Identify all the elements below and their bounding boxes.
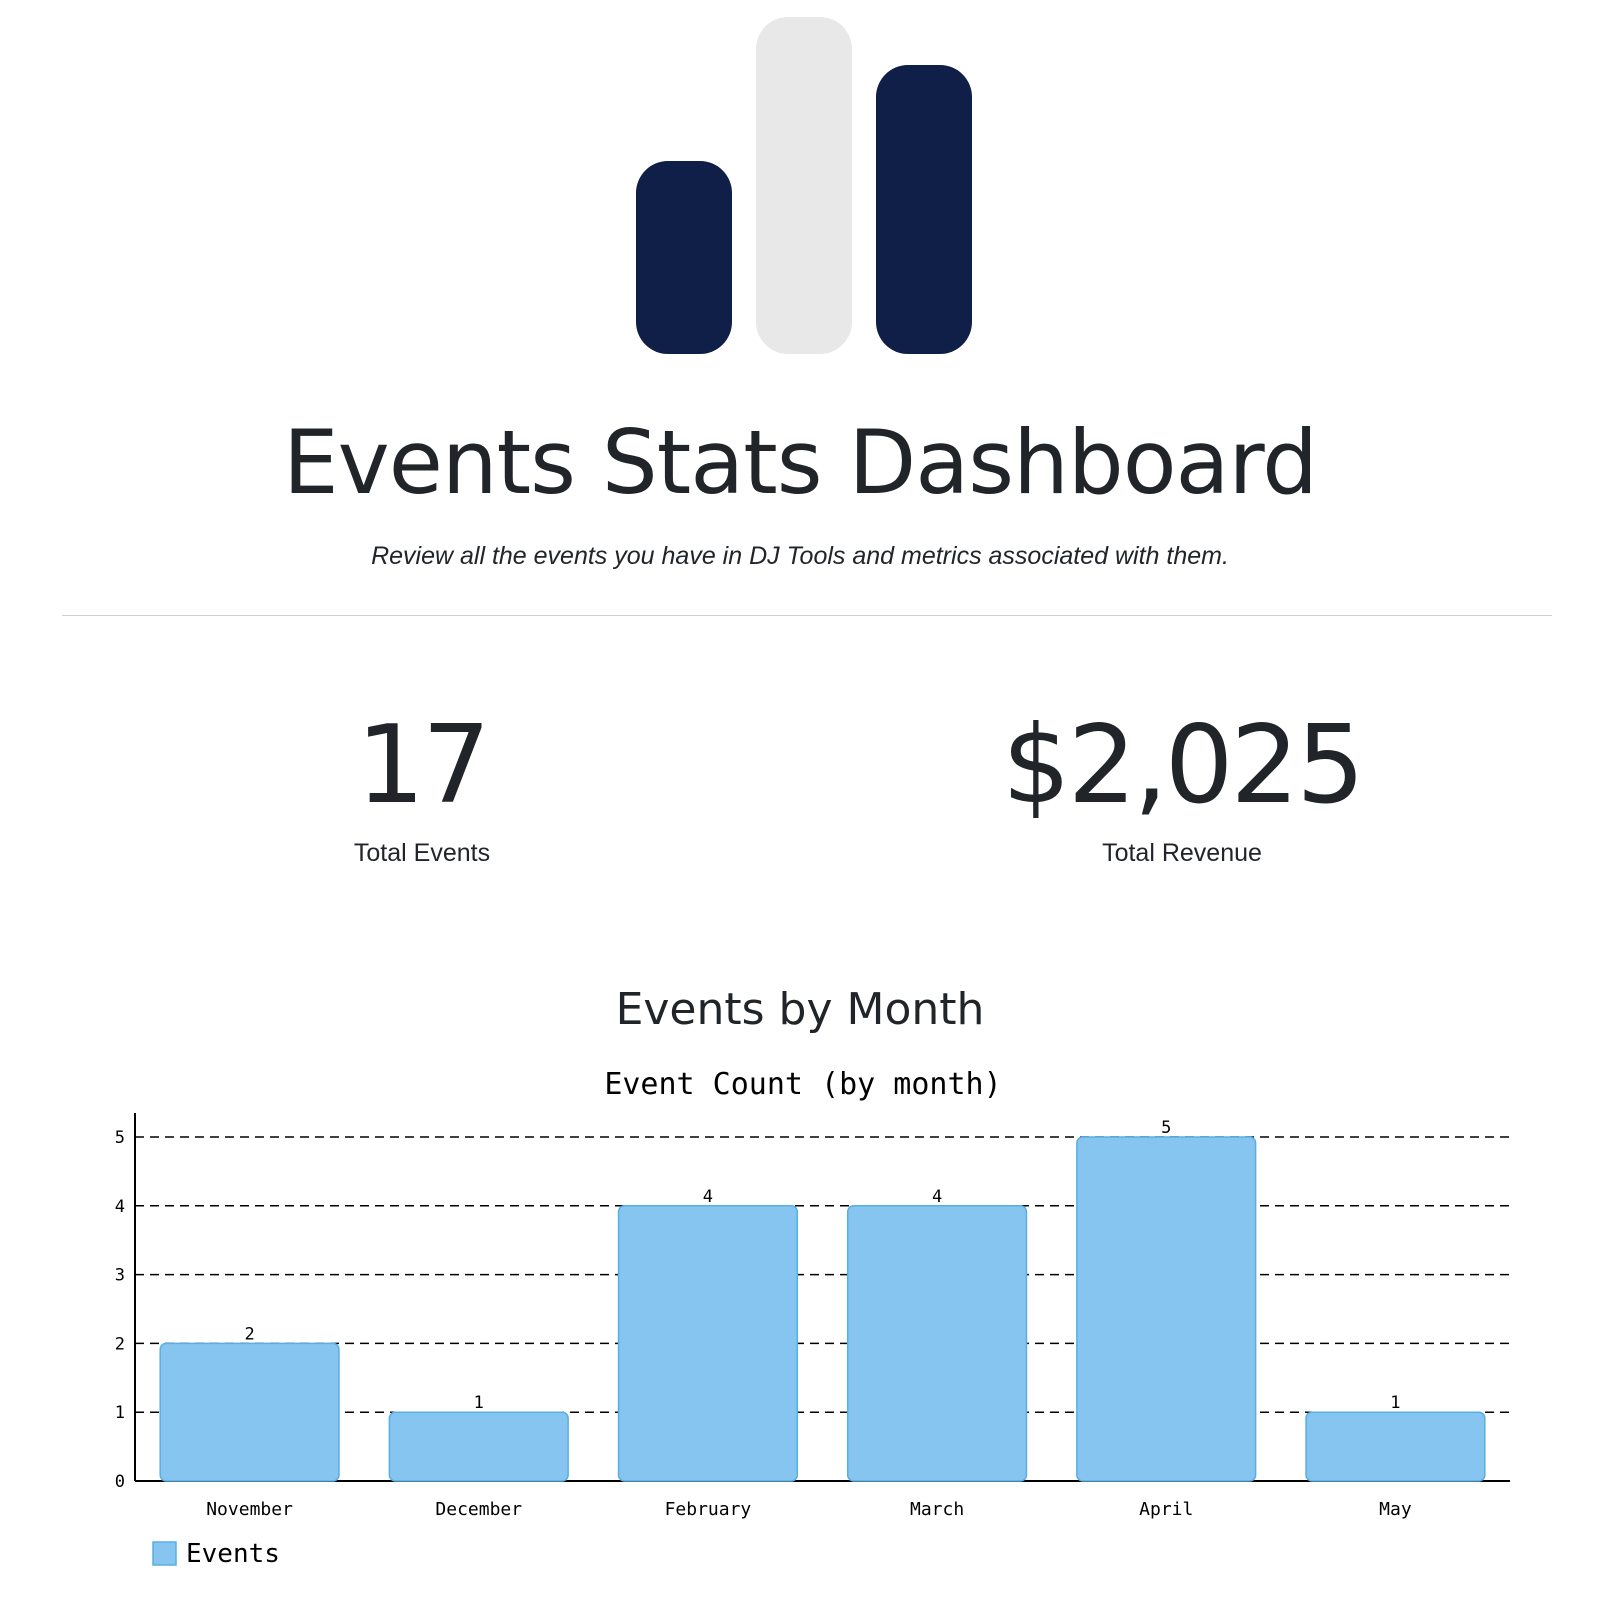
- header-divider: [62, 615, 1552, 616]
- y-tick-label: 0: [115, 1472, 125, 1492]
- data-label: 4: [932, 1187, 942, 1207]
- section-title-events-by-month: Events by Month: [615, 984, 985, 1035]
- stat-total-events-value: 17: [356, 703, 490, 828]
- y-tick-label: 2: [115, 1334, 125, 1354]
- page-title: Events Stats Dashboard: [283, 411, 1318, 514]
- y-tick-label: 3: [115, 1266, 125, 1286]
- data-label: 1: [1390, 1393, 1400, 1413]
- stat-total-revenue-value: $2,025: [1002, 703, 1365, 828]
- bar: [1076, 1136, 1257, 1482]
- logo-bar-medium: [876, 65, 972, 354]
- data-label: 5: [1161, 1118, 1171, 1138]
- legend-label: Events: [186, 1539, 280, 1569]
- y-tick-label: 5: [115, 1128, 125, 1148]
- data-label: 1: [474, 1393, 484, 1413]
- x-tick-label: March: [910, 1499, 964, 1520]
- y-tick-label: 1: [115, 1403, 125, 1423]
- logo-bar-short: [636, 161, 732, 354]
- legend-swatch: [152, 1541, 177, 1566]
- bar: [846, 1205, 1028, 1482]
- stat-total-events-label: Total Events: [353, 839, 491, 867]
- data-label: 2: [244, 1324, 254, 1344]
- stat-total-revenue-label: Total Revenue: [1102, 839, 1262, 867]
- y-tick-label: 4: [115, 1197, 125, 1217]
- x-tick-label: May: [1379, 1499, 1412, 1520]
- bar: [388, 1411, 569, 1482]
- x-tick-label: December: [435, 1499, 522, 1520]
- stat-total-events: 17 Total Events: [122, 706, 722, 868]
- data-label: 4: [703, 1187, 713, 1207]
- app-logo: [0, 0, 1600, 360]
- bar: [159, 1342, 340, 1482]
- chart-title: Event Count (by month): [604, 1067, 1001, 1102]
- page-subtitle: Review all the events you have in DJ Too…: [371, 542, 1229, 570]
- x-tick-label: February: [665, 1499, 752, 1520]
- bar: [1305, 1411, 1486, 1482]
- logo-bar-tall: [756, 17, 852, 354]
- events-by-month-chart: Event Count (by month) 0 1 2 3 4 5 2 November 1 D…: [115, 1067, 1510, 1569]
- bar: [617, 1205, 799, 1482]
- x-tick-label: April: [1139, 1499, 1193, 1520]
- stat-total-revenue: $2,025 Total Revenue: [882, 706, 1482, 868]
- x-tick-label: November: [206, 1499, 293, 1520]
